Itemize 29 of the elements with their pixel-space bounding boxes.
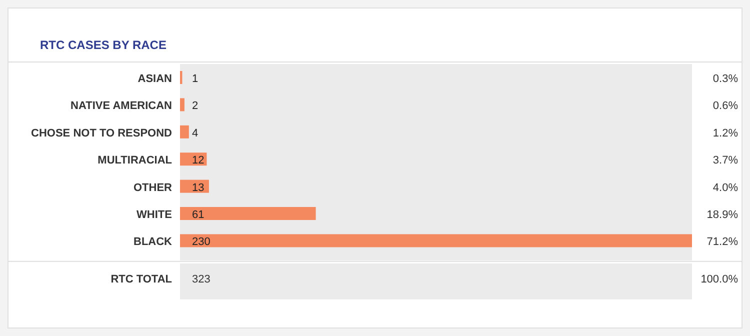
text: 100.0% <box>700 273 738 286</box>
data-label: 61 <box>192 209 204 221</box>
bar <box>180 207 316 220</box>
data-label: 230 <box>192 236 210 248</box>
text: 71.2% <box>706 236 738 248</box>
y-tick-label: WHITE <box>136 209 172 221</box>
text: 1.2% <box>712 127 738 140</box>
text: 323 <box>192 273 210 286</box>
text: 0.3% <box>712 73 738 85</box>
y-tick-label: BLACK <box>134 236 172 248</box>
text: 18.9% <box>706 209 738 221</box>
data-label: 4 <box>192 127 198 140</box>
data-label: 12 <box>192 154 204 167</box>
bar <box>180 125 189 138</box>
text: 4.0% <box>712 182 738 194</box>
bar <box>180 98 184 112</box>
data-label: 13 <box>192 182 204 194</box>
chart-title: RTC CASES BY RACE <box>40 38 166 52</box>
data-label: 2 <box>192 100 198 112</box>
y-tick-label: CHOSE NOT TO RESPOND <box>31 127 172 140</box>
y-tick-label: ASIAN <box>138 73 172 85</box>
data-label: 1 <box>192 73 198 85</box>
text: 0.6% <box>712 100 738 112</box>
text: 3.7% <box>712 154 738 167</box>
y-tick-label: MULTIRACIAL <box>98 154 172 167</box>
bar <box>180 234 692 248</box>
text: RTC TOTAL <box>110 273 172 286</box>
y-tick-label: NATIVE AMERICAN <box>70 100 172 112</box>
y-tick-label: OTHER <box>134 182 172 194</box>
